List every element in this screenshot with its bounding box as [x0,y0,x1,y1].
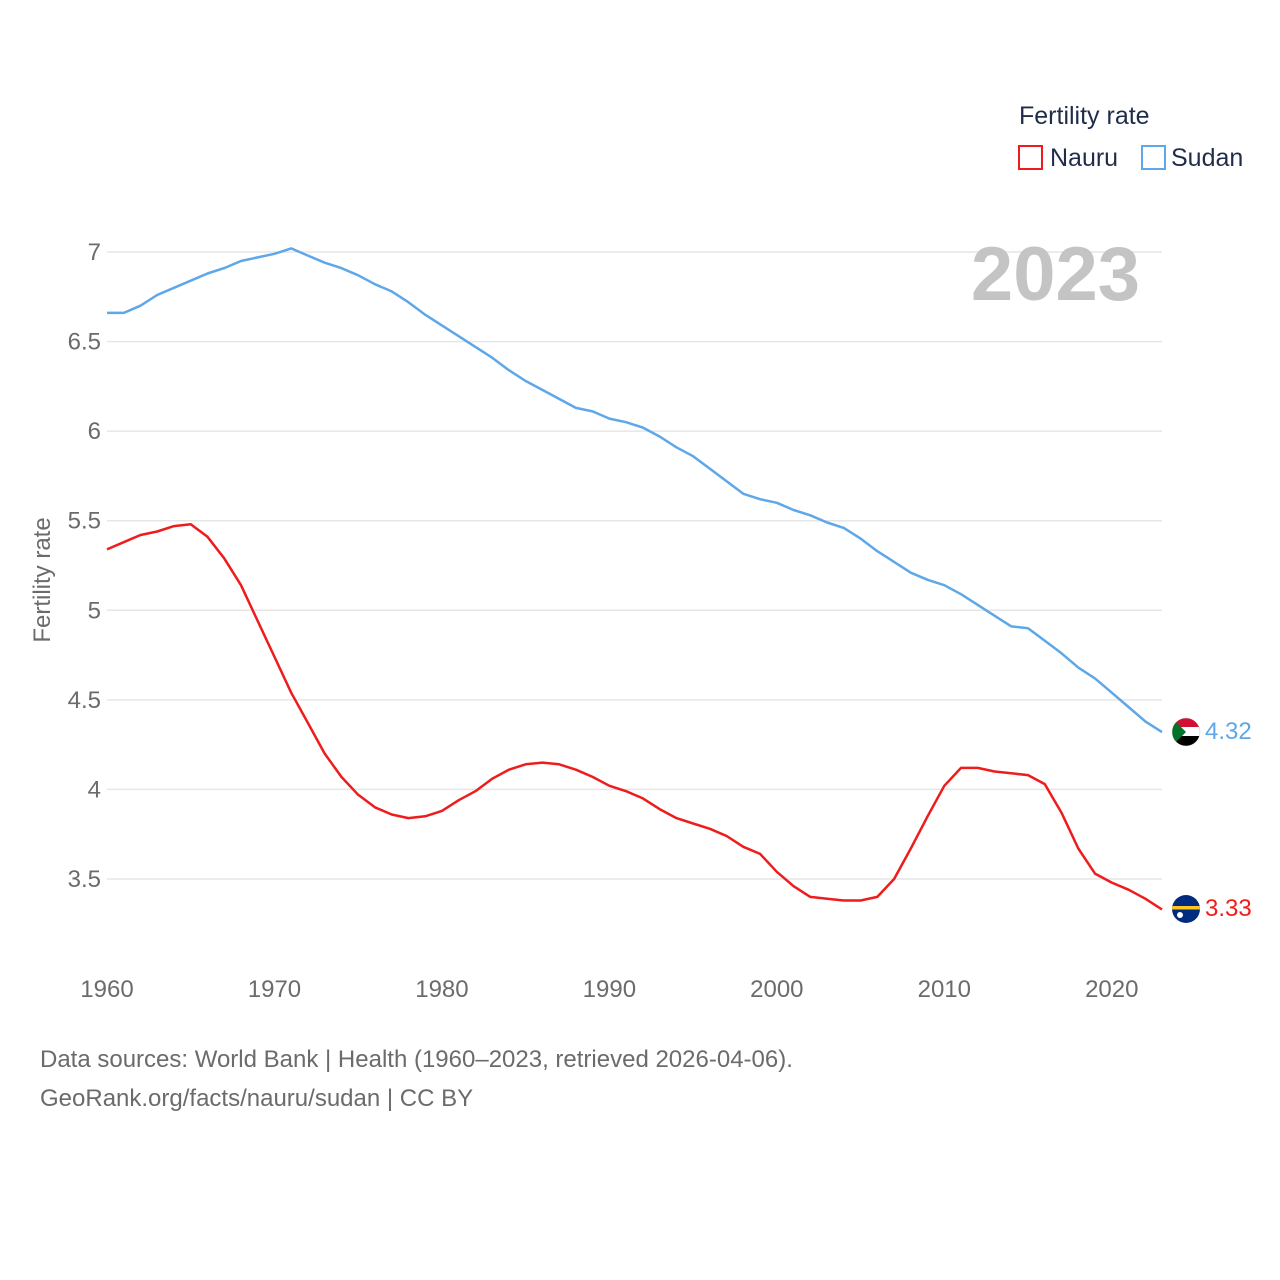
y-tick-label: 5 [88,597,101,624]
x-tick-label: 1990 [583,976,636,1003]
legend-swatch-sudan [1141,145,1166,170]
x-tick-label: 2010 [918,976,971,1003]
y-axis-ticks: 3.5 4 4.5 5 5.5 6 6.5 7 [68,239,101,893]
y-tick-label: 4.5 [68,687,101,714]
data-source-note: Data sources: World Bank | Health (1960–… [40,1046,793,1073]
x-tick-label: 1960 [80,976,133,1003]
legend-swatch-nauru [1018,145,1043,170]
y-tick-label: 3.5 [68,866,101,893]
x-tick-label: 2020 [1085,976,1138,1003]
y-tick-label: 4 [88,776,101,803]
y-axis-title: Fertility rate [29,517,56,642]
series-line-nauru[interactable] [106,523,1163,911]
y-tick-label: 6.5 [68,329,101,356]
series-lines [106,247,1163,911]
series-line-sudan[interactable] [107,247,1163,734]
x-axis-ticks: 1960 1970 1980 1990 2000 2010 2020 [80,976,1138,1003]
legend-label-nauru: Nauru [1050,144,1118,172]
x-tick-label: 1970 [248,976,301,1003]
sudan-flag-icon [1171,717,1201,747]
line-chart: 3.5 4 4.5 5 5.5 6 6.5 7 1960 1970 1980 1990 2000 201… [29,102,1252,1003]
y-tick-label: 5.5 [68,508,101,535]
x-tick-label: 2000 [750,976,803,1003]
nauru-flag-icon [1172,895,1200,923]
legend-label-sudan: Sudan [1171,144,1243,172]
y-tick-label: 6 [88,418,101,445]
end-label-sudan: 4.32 [1205,718,1252,745]
legend-item-nauru[interactable]: Nauru [1018,144,1118,172]
y-tick-label: 7 [88,239,101,266]
year-label: 2023 [971,232,1140,317]
x-tick-label: 1980 [415,976,468,1003]
end-label-nauru: 3.33 [1205,895,1252,922]
legend-item-sudan[interactable]: Sudan [1141,144,1243,172]
gridlines [107,251,1162,880]
attribution-link[interactable]: GeoRank.org/facts/nauru/sudan | CC BY [40,1085,474,1112]
legend-title: Fertility rate [1019,102,1150,130]
legend: Fertility rate Nauru Sudan [1018,102,1243,172]
